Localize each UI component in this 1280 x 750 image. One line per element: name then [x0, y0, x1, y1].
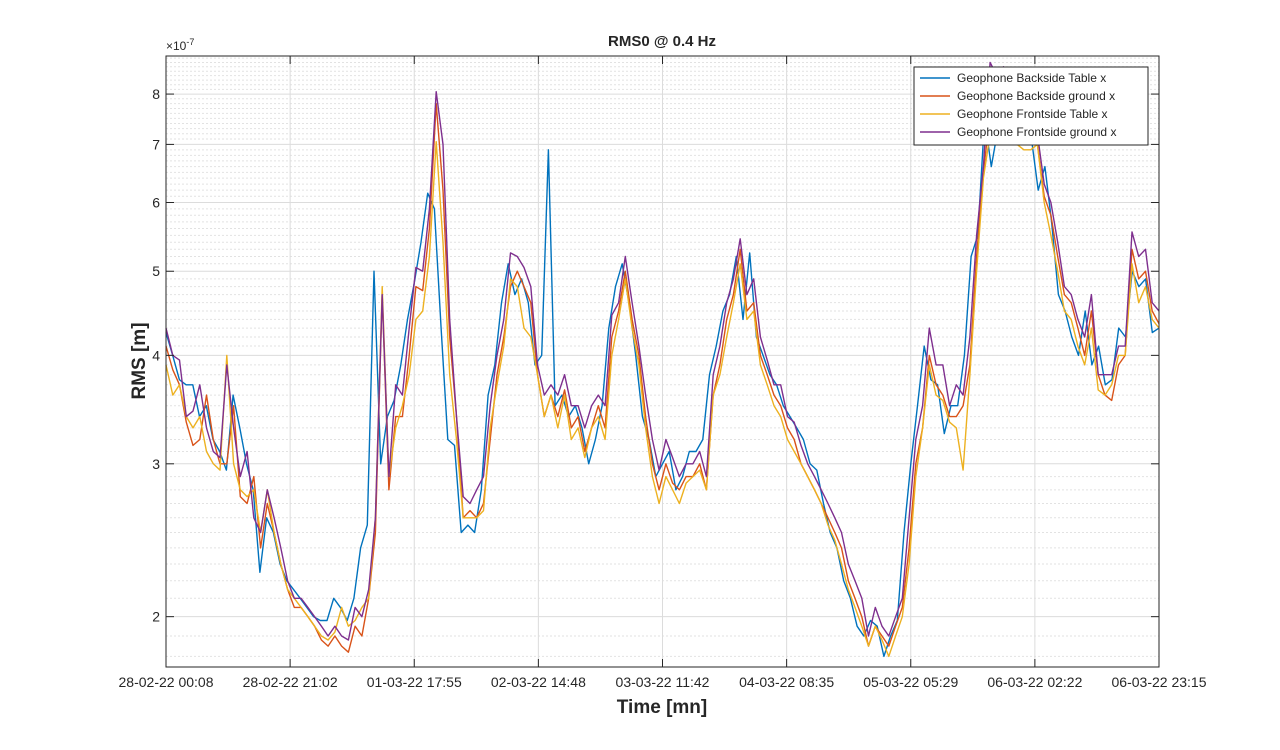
y-exponent-label: ×10-7 — [166, 37, 194, 53]
y-ticks: 2 3 4 5 6 7 8 — [152, 86, 1159, 625]
legend-label: Geophone Frontside ground x — [957, 125, 1116, 139]
grid — [166, 56, 1159, 667]
x-ticks: 28-02-22 00:08 28-02-22 21:02 01-03-22 17:… — [119, 56, 1207, 690]
x-tick-label: 02-03-22 14:48 — [491, 674, 586, 690]
x-tick-label: 04-03-22 08:35 — [739, 674, 834, 690]
legend-box — [913, 66, 1149, 146]
y-tick-label: 8 — [152, 86, 160, 102]
x-tick-label: 03-03-22 11:42 — [616, 674, 710, 690]
series-line-1 — [165, 117, 1160, 658]
y-tick-label: 3 — [152, 456, 160, 472]
y-tick-label: 6 — [152, 195, 160, 211]
x-tick-label: 28-02-22 21:02 — [243, 674, 338, 690]
legend-label: Geophone Backside ground x — [957, 89, 1115, 103]
x-axis-label: Time [mn] — [617, 697, 707, 718]
y-tick-label: 2 — [152, 609, 160, 625]
legend: Geophone Backside Table x Geophone Backsi… — [913, 66, 1149, 146]
x-tick-label: 05-03-22 05:29 — [863, 674, 958, 690]
x-tick-label: 28-02-22 00:08 — [119, 674, 214, 690]
chart-title: RMS0 @ 0.4 Hz — [608, 33, 716, 50]
y-exponent-base: ×10 — [166, 39, 187, 53]
legend-label: Geophone Frontside Table x — [957, 107, 1108, 121]
x-tick-label: 01-03-22 17:55 — [367, 674, 462, 690]
y-tick-label: 7 — [152, 136, 160, 152]
legend-label: Geophone Backside Table x — [957, 71, 1106, 85]
y-axis-label: RMS [m] — [129, 322, 150, 399]
y-exponent-power: -7 — [186, 37, 194, 47]
y-tick-label: 4 — [152, 347, 160, 363]
y-tick-label: 5 — [152, 263, 160, 279]
x-tick-label: 06-03-22 23:15 — [1112, 674, 1207, 690]
x-tick-label: 06-03-22 02:22 — [987, 674, 1082, 690]
